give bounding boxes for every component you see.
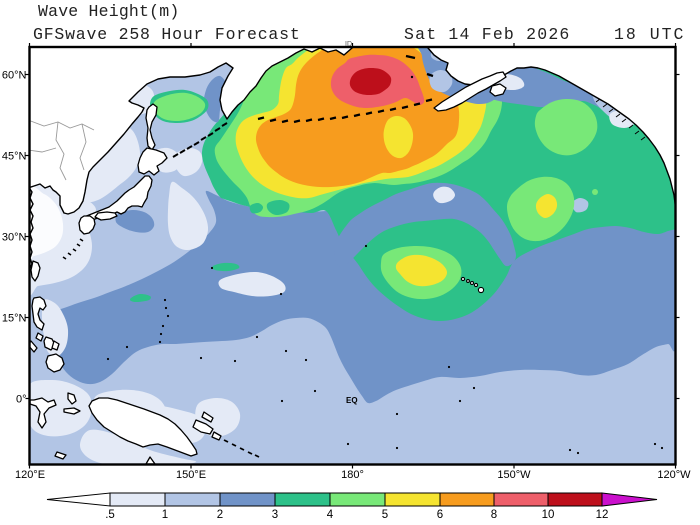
svg-text:8: 8 (491, 509, 497, 521)
svg-text:Wave Height(m): Wave Height(m) (38, 2, 179, 21)
svg-text:30°N: 30°N (2, 232, 27, 244)
svg-text:12: 12 (596, 509, 609, 521)
svg-text:10: 10 (542, 509, 555, 521)
svg-text:EQ: EQ (346, 396, 358, 405)
svg-text:3: 3 (272, 509, 278, 521)
svg-text:4: 4 (327, 509, 334, 521)
svg-text:6: 6 (437, 509, 443, 521)
svg-text:45°N: 45°N (2, 151, 27, 163)
svg-text:Sat 14 Feb 2026: Sat 14 Feb 2026 (404, 25, 571, 44)
svg-text:ID: ID (345, 41, 352, 48)
svg-text:1: 1 (162, 509, 168, 521)
svg-text:.5: .5 (105, 509, 115, 521)
svg-text:150°W: 150°W (497, 469, 531, 481)
svg-text:2: 2 (217, 509, 223, 521)
svg-text:15°N: 15°N (2, 313, 27, 325)
svg-text:60°N: 60°N (2, 70, 27, 82)
svg-text:0°: 0° (16, 394, 27, 406)
svg-text:120°E: 120°E (15, 469, 45, 481)
svg-text:18 UTC: 18 UTC (614, 25, 685, 44)
svg-text:5: 5 (382, 509, 388, 521)
svg-text:120°W: 120°W (657, 469, 691, 481)
svg-text:150°E: 150°E (176, 469, 206, 481)
svg-text:180°: 180° (341, 469, 364, 481)
svg-text:GFSwave 258 Hour Forecast: GFSwave 258 Hour Forecast (33, 25, 301, 44)
